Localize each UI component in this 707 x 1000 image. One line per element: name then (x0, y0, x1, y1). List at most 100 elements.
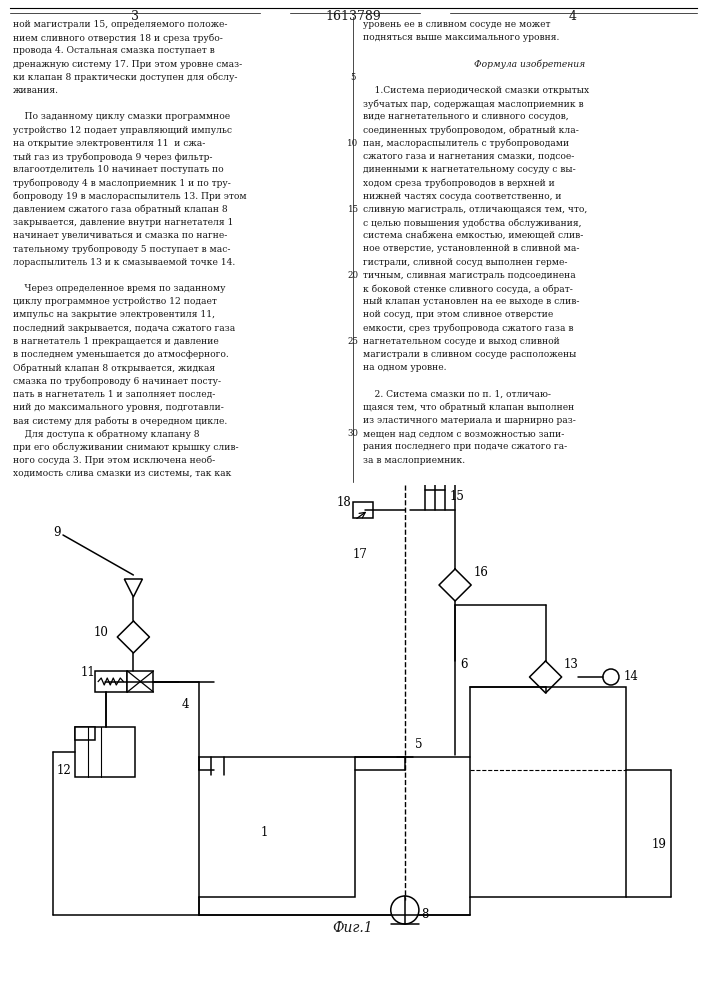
Text: рания последнего при подаче сжатого га-: рания последнего при подаче сжатого га- (363, 442, 567, 451)
Text: По заданному циклу смазки программное: По заданному циклу смазки программное (13, 112, 230, 121)
Text: гистрали, сливной сосуд выполнен герме-: гистрали, сливной сосуд выполнен герме- (363, 258, 568, 267)
Text: ной магистрали 15, определяемого положе-: ной магистрали 15, определяемого положе- (13, 20, 228, 29)
Text: ного сосуда 3. При этом исключена необ-: ного сосуда 3. При этом исключена необ- (13, 456, 215, 465)
Text: 15: 15 (450, 490, 465, 504)
Text: 18: 18 (337, 496, 351, 510)
Text: 10: 10 (93, 626, 108, 640)
Text: 8: 8 (421, 908, 428, 922)
Text: 1613789: 1613789 (325, 10, 381, 23)
Text: 19: 19 (651, 838, 666, 852)
Text: щаяся тем, что обратный клапан выполнен: щаяся тем, что обратный клапан выполнен (363, 403, 574, 412)
Text: с целью повышения удобства обслуживания,: с целью повышения удобства обслуживания, (363, 218, 581, 228)
Bar (127, 671, 153, 692)
Text: влагоотделитель 10 начинает поступать по: влагоотделитель 10 начинает поступать по (13, 165, 223, 174)
Text: мещен над седлом с возможностью запи-: мещен над седлом с возможностью запи- (363, 429, 564, 438)
Text: дренажную систему 17. При этом уровне смаз-: дренажную систему 17. При этом уровне см… (13, 60, 243, 69)
Text: циклу программное устройство 12 подает: циклу программное устройство 12 подает (13, 297, 217, 306)
Text: из эластичного материала и шарнирно раз-: из эластичного материала и шарнирно раз- (363, 416, 576, 425)
Text: живания.: живания. (13, 86, 59, 95)
Text: Фиг.1: Фиг.1 (333, 921, 373, 935)
Text: 1.Система периодической смазки открытых: 1.Система периодической смазки открытых (363, 86, 589, 95)
Text: Обратный клапан 8 открывается, жидкая: Обратный клапан 8 открывается, жидкая (13, 363, 215, 373)
Bar (95, 671, 127, 692)
Bar (75, 727, 135, 777)
Text: провода 4. Остальная смазка поступает в: провода 4. Остальная смазка поступает в (13, 46, 215, 55)
Text: подняться выше максимального уровня.: подняться выше максимального уровня. (363, 33, 559, 42)
Text: тательному трубопроводу 5 поступает в мас-: тательному трубопроводу 5 поступает в ма… (13, 244, 230, 254)
Text: сжатого газа и нагнетания смазки, подсое-: сжатого газа и нагнетания смазки, подсое… (363, 152, 574, 161)
Text: пать в нагнетатель 1 и заполняет послед-: пать в нагнетатель 1 и заполняет послед- (13, 390, 216, 399)
Text: 4: 4 (569, 10, 577, 23)
Text: в нагнетатель 1 прекращается и давление: в нагнетатель 1 прекращается и давление (13, 337, 218, 346)
Text: нижней частях сосуда соответственно, и: нижней частях сосуда соответственно, и (363, 192, 561, 201)
Text: 6: 6 (460, 658, 467, 672)
Text: в последнем уменьшается до атмосферного.: в последнем уменьшается до атмосферного. (13, 350, 229, 359)
Text: 12: 12 (57, 764, 71, 776)
Text: 20: 20 (347, 271, 358, 280)
Text: тичным, сливная магистраль подсоединена: тичным, сливная магистраль подсоединена (363, 271, 575, 280)
Bar (470, 687, 626, 897)
Text: 14: 14 (624, 670, 639, 684)
Text: на открытие электровентиля 11  и сжа-: на открытие электровентиля 11 и сжа- (13, 139, 205, 148)
Text: уровень ее в сливном сосуде не может: уровень ее в сливном сосуде не может (363, 20, 551, 29)
Text: 25: 25 (348, 337, 358, 346)
Text: к боковой стенке сливного сосуда, а обрат-: к боковой стенке сливного сосуда, а обра… (363, 284, 573, 294)
Bar (75, 727, 95, 740)
Text: соединенных трубопроводом, обратный кла-: соединенных трубопроводом, обратный кла- (363, 126, 579, 135)
Text: за в маслоприемник.: за в маслоприемник. (363, 456, 465, 465)
Text: 5: 5 (415, 738, 422, 752)
Text: 11: 11 (81, 666, 96, 678)
Text: Для доступа к обратному клапану 8: Для доступа к обратному клапану 8 (13, 429, 199, 439)
Text: ходимость слива смазки из системы, так как: ходимость слива смазки из системы, так к… (13, 469, 231, 478)
Text: при его обслуживании снимают крышку слив-: при его обслуживании снимают крышку слив… (13, 442, 239, 452)
Text: пан, маслораспылитель с трубопроводами: пан, маслораспылитель с трубопроводами (363, 139, 569, 148)
Circle shape (391, 896, 419, 924)
Text: 9: 9 (53, 526, 60, 538)
Text: 30: 30 (348, 429, 358, 438)
Text: 1: 1 (260, 826, 268, 840)
Bar (353, 502, 373, 518)
Text: смазка по трубопроводу 6 начинает посту-: смазка по трубопроводу 6 начинает посту- (13, 376, 221, 386)
Text: трубопроводу 4 в маслоприемник 1 и по тру-: трубопроводу 4 в маслоприемник 1 и по тр… (13, 178, 231, 188)
Text: бопроводу 19 в маслораспылитель 13. При этом: бопроводу 19 в маслораспылитель 13. При … (13, 192, 247, 201)
Text: ное отверстие, установленной в сливной ма-: ное отверстие, установленной в сливной м… (363, 244, 580, 253)
Text: 13: 13 (563, 658, 578, 672)
Text: Формула изобретения: Формула изобретения (474, 60, 585, 69)
Text: ной сосуд, при этом сливное отверстие: ной сосуд, при этом сливное отверстие (363, 310, 554, 319)
Text: 4: 4 (182, 698, 189, 712)
Text: виде нагнетательного и сливного сосудов,: виде нагнетательного и сливного сосудов, (363, 112, 568, 121)
Text: последний закрывается, подача сжатого газа: последний закрывается, подача сжатого га… (13, 324, 235, 333)
Text: магистрали в сливном сосуде расположены: магистрали в сливном сосуде расположены (363, 350, 576, 359)
Text: лораспылитель 13 и к смазываемой точке 14.: лораспылитель 13 и к смазываемой точке 1… (13, 258, 235, 267)
Text: 15: 15 (347, 205, 358, 214)
Text: сливную магистраль, отличающаяся тем, что,: сливную магистраль, отличающаяся тем, чт… (363, 205, 588, 214)
Text: 2. Система смазки по п. 1, отличаю-: 2. Система смазки по п. 1, отличаю- (363, 390, 551, 399)
Text: устройство 12 подает управляющий импульс: устройство 12 подает управляющий импульс (13, 126, 232, 135)
Text: 16: 16 (473, 566, 488, 580)
Text: 17: 17 (353, 548, 368, 562)
Text: вая систему для работы в очередном цикле.: вая систему для работы в очередном цикле… (13, 416, 227, 426)
Text: ходом среза трубопроводов в верхней и: ходом среза трубопроводов в верхней и (363, 178, 555, 188)
Text: ки клапан 8 практически доступен для обслу-: ки клапан 8 практически доступен для обс… (13, 73, 238, 82)
Circle shape (603, 669, 619, 685)
Text: импульс на закрытие электровентиля 11,: импульс на закрытие электровентиля 11, (13, 310, 215, 319)
Text: зубчатых пар, содержащая маслоприемник в: зубчатых пар, содержащая маслоприемник в (363, 99, 583, 109)
Polygon shape (124, 579, 142, 597)
Text: нием сливного отверстия 18 и среза трубо-: нием сливного отверстия 18 и среза трубо… (13, 33, 223, 43)
Text: давлением сжатого газа обратный клапан 8: давлением сжатого газа обратный клапан 8 (13, 205, 228, 214)
Text: ный клапан установлен на ее выходе в слив-: ный клапан установлен на ее выходе в сли… (363, 297, 580, 306)
Text: 3: 3 (131, 10, 139, 23)
Text: система снабжена емкостью, имеющей слив-: система снабжена емкостью, имеющей слив- (363, 231, 583, 240)
Text: диненными к нагнетательному сосуду с вы-: диненными к нагнетательному сосуду с вы- (363, 165, 575, 174)
Text: закрывается, давление внутри нагнетателя 1: закрывается, давление внутри нагнетателя… (13, 218, 233, 227)
Text: ний до максимального уровня, подготавли-: ний до максимального уровня, подготавли- (13, 403, 224, 412)
Text: тый газ из трубопровода 9 через фильтр-: тый газ из трубопровода 9 через фильтр- (13, 152, 213, 161)
Bar (199, 757, 355, 897)
Text: емкости, срез трубопровода сжатого газа в: емкости, срез трубопровода сжатого газа … (363, 324, 573, 333)
Text: нагнетательном сосуде и выход сливной: нагнетательном сосуде и выход сливной (363, 337, 560, 346)
Text: Через определенное время по заданному: Через определенное время по заданному (13, 284, 226, 293)
Text: 5: 5 (350, 73, 356, 82)
Text: начинает увеличиваться и смазка по нагне-: начинает увеличиваться и смазка по нагне… (13, 231, 228, 240)
Text: 10: 10 (347, 139, 358, 148)
Text: на одном уровне.: на одном уровне. (363, 363, 447, 372)
